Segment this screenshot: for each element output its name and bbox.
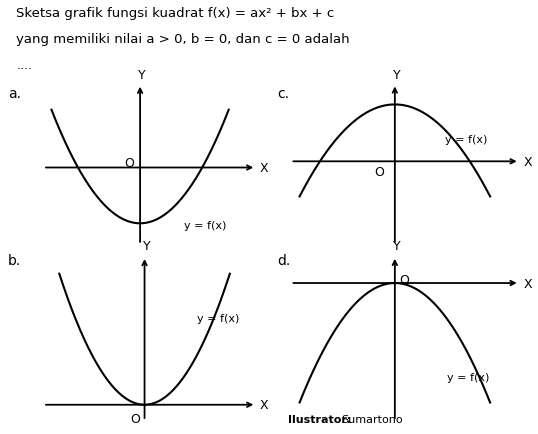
Text: O: O [374,166,384,179]
Text: yang memiliki nilai a > 0, b = 0, dan c = 0 adalah: yang memiliki nilai a > 0, b = 0, dan c … [16,33,350,46]
Text: X: X [260,161,268,174]
Text: X: X [523,277,532,290]
Text: Sumartono: Sumartono [342,414,404,424]
Text: y = f(x): y = f(x) [185,221,227,231]
Text: O: O [399,273,409,286]
Text: b.: b. [8,254,22,268]
Text: y = f(x): y = f(x) [447,372,490,382]
Text: O: O [124,157,134,169]
Text: Sketsa grafik fungsi kuadrat f(x) = ax² + bx + c: Sketsa grafik fungsi kuadrat f(x) = ax² … [16,7,335,20]
Text: Ilustrator:: Ilustrator: [288,414,351,424]
Text: c.: c. [277,87,289,101]
Text: y = f(x): y = f(x) [197,314,240,324]
Text: y = f(x): y = f(x) [445,134,487,144]
Text: O: O [130,412,140,425]
Text: a.: a. [8,87,21,101]
Text: ....: .... [16,59,32,72]
Text: Y: Y [138,69,146,82]
Text: X: X [523,155,532,168]
Text: Y: Y [143,240,151,253]
Text: X: X [260,398,268,411]
Text: Y: Y [393,240,401,253]
Text: d.: d. [277,254,291,268]
Text: Y: Y [393,69,401,82]
